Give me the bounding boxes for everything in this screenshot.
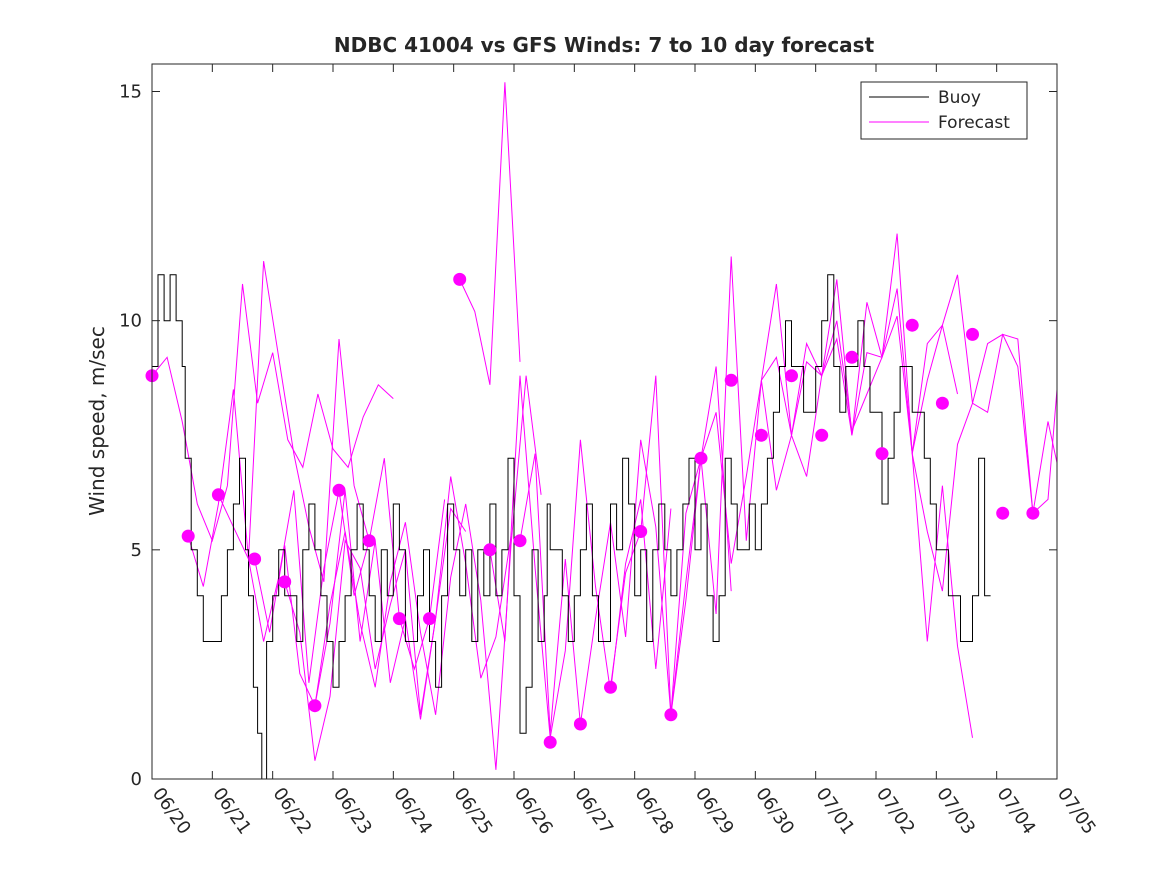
x-tick-label: 06/21 bbox=[208, 784, 255, 839]
y-tick-label: 5 bbox=[131, 540, 142, 561]
data-layer bbox=[145, 82, 1058, 780]
x-tick-label: 06/25 bbox=[450, 784, 497, 839]
forecast-marker-point bbox=[211, 488, 225, 502]
y-axis-label: Wind speed, m/sec bbox=[85, 326, 109, 516]
y-tick-label: 10 bbox=[119, 311, 142, 332]
forecast-marker-point bbox=[754, 428, 768, 442]
forecast-series-line-2 bbox=[187, 261, 370, 587]
forecast-marker-point bbox=[543, 735, 557, 749]
x-tick-label: 06/20 bbox=[148, 784, 195, 839]
x-tick-label: 07/01 bbox=[812, 784, 859, 839]
forecast-marker-point bbox=[996, 506, 1010, 520]
forecast-marker-point bbox=[966, 327, 979, 341]
forecast-series-line-8 bbox=[489, 375, 672, 738]
forecast-marker-point bbox=[1026, 506, 1040, 520]
forecast-series-line-6 bbox=[314, 375, 542, 770]
x-tick-label: 07/02 bbox=[872, 784, 919, 839]
x-tick-label: 07/05 bbox=[1053, 784, 1100, 839]
forecast-marker-point bbox=[392, 612, 406, 626]
forecast-series-line-4 bbox=[254, 490, 467, 720]
forecast-series-line-3 bbox=[217, 458, 446, 683]
x-tick-label: 06/23 bbox=[329, 784, 376, 839]
forecast-marker-point bbox=[308, 699, 322, 713]
legend-buoy-label: Buoy bbox=[938, 88, 981, 108]
x-tick-label: 06/22 bbox=[269, 784, 316, 839]
forecast-marker-point bbox=[694, 451, 708, 465]
forecast-marker-point bbox=[935, 396, 949, 410]
x-tick-label: 06/24 bbox=[389, 784, 436, 839]
forecast-marker-point bbox=[362, 534, 376, 548]
legend: Buoy Forecast bbox=[860, 81, 1028, 140]
forecast-marker-point bbox=[181, 529, 195, 543]
legend-forecast-label: Forecast bbox=[938, 113, 1010, 133]
forecast-marker-point bbox=[815, 428, 829, 442]
forecast-marker-point bbox=[604, 680, 617, 694]
forecast-series-line-12 bbox=[760, 233, 958, 454]
forecast-marker-point bbox=[483, 543, 497, 557]
forecast-series-line-5 bbox=[284, 476, 512, 761]
x-tick-label: 07/03 bbox=[932, 784, 979, 839]
forecast-marker-point bbox=[248, 552, 262, 566]
forecast-series-line-1 bbox=[151, 283, 394, 543]
x-tick-label: 06/29 bbox=[691, 784, 738, 839]
buoy-series-line bbox=[152, 274, 991, 780]
forecast-marker-point bbox=[513, 534, 527, 548]
forecast-marker-point bbox=[278, 575, 292, 589]
forecast-marker-point bbox=[785, 369, 798, 383]
forecast-marker-point bbox=[664, 708, 678, 722]
forecast-series-line-11 bbox=[670, 320, 883, 715]
forecast-series-line-7 bbox=[459, 82, 521, 385]
forecast-marker-point bbox=[634, 525, 648, 538]
forecast-marker-point bbox=[453, 272, 467, 286]
chart-title: NDBC 41004 vs GFS Winds: 7 to 10 day for… bbox=[334, 33, 875, 57]
forecast-series-line-13 bbox=[821, 274, 1058, 514]
forecast-marker-point bbox=[905, 318, 919, 332]
forecast-marker-point bbox=[332, 483, 346, 497]
forecast-series-line-15 bbox=[911, 453, 973, 738]
y-tick-label: 0 bbox=[131, 769, 142, 790]
x-tick-label: 06/28 bbox=[631, 784, 678, 839]
y-tick-label: 15 bbox=[119, 82, 142, 103]
forecast-series-line-9 bbox=[519, 366, 732, 734]
x-tick-label: 06/27 bbox=[570, 784, 617, 839]
plot-frame bbox=[151, 63, 1058, 780]
legend-box bbox=[860, 81, 1028, 140]
forecast-marker-point bbox=[724, 373, 738, 387]
forecast-series-line-10 bbox=[610, 256, 823, 715]
forecast-marker-point bbox=[573, 717, 587, 731]
forecast-marker-point bbox=[845, 350, 859, 364]
x-tick-label: 06/30 bbox=[751, 784, 798, 839]
x-tick-label: 06/26 bbox=[510, 784, 557, 839]
forecast-marker-point bbox=[423, 612, 436, 626]
forecast-marker-point bbox=[875, 447, 889, 461]
x-tick-label: 07/04 bbox=[993, 784, 1040, 839]
